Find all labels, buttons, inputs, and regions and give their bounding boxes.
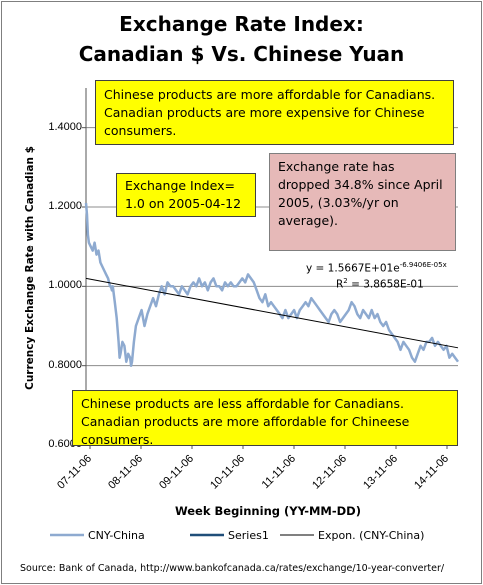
r2-value: = 3.8658E-01 [347, 278, 424, 291]
x-axis-title: Week Beginning (YY-MM-DD) [175, 504, 361, 518]
y-axis-title-group: Currency Exchange Rate with Canadian $ [24, 146, 36, 390]
trendline-r-squared: R2 = 3.8658E-01 [336, 274, 476, 292]
series-layer [84, 202, 460, 367]
x-tick-label: 09-11-06 [157, 453, 196, 492]
equation-base: y = 1.5667E+01e [306, 262, 400, 275]
equation-exponent: -6.9406E-05x [399, 261, 447, 269]
annotation-index: Exchange Index= 1.0 on 2005-04-12 [116, 173, 256, 217]
y-tick-label: 1.0000 [48, 279, 82, 292]
chart-title-line2: Canadian $ Vs. Chinese Yuan [78, 42, 405, 66]
x-tick-label: 08-11-06 [106, 453, 145, 492]
x-tick-label: 10-11-06 [208, 453, 247, 492]
trendline-equation: y = 1.5667E+01e-6.9406E-05x [306, 258, 483, 276]
r2-superscript: 2 [343, 277, 348, 285]
legend-cny-china-label: CNY-China [88, 529, 145, 542]
source-note: Source: Bank of Canada, http://www.banko… [20, 563, 445, 574]
x-tick-label: 12-11-06 [310, 453, 349, 492]
legend: CNY-China Series1 Expon. (CNY-China) [50, 529, 424, 542]
x-tick-label: 13-11-06 [361, 453, 400, 492]
y-axis-title: Currency Exchange Rate with Canadian $ [24, 146, 36, 390]
annotation-drop: Exchange rate has dropped 34.8% since Ap… [269, 153, 456, 251]
y-tick-label: 1.2000 [48, 200, 82, 212]
x-tick-label: 07-11-06 [55, 453, 94, 492]
annotation-top-yellow: Chinese products are more affordable for… [95, 80, 454, 145]
trendline-expon [85, 277, 459, 349]
r2-prefix: R [336, 278, 344, 291]
legend-expon-label: Expon. (CNY-China) [318, 529, 424, 542]
annotation-bottom-yellow: Chinese products are less affordable for… [72, 390, 458, 447]
series-cny-china-line [84, 202, 460, 367]
legend-series1-label: Series1 [228, 529, 269, 542]
x-tick-label: 11-11-06 [260, 453, 298, 491]
chart-title-line1: Exchange Rate Index: [119, 12, 364, 36]
x-tick-label: 14-11-06 [412, 453, 451, 492]
x-tick-labels: 07-11-06 08-11-06 09-11-06 10-11-06 11-11-06… [55, 453, 451, 518]
y-tick-label: 1.4000 [48, 120, 82, 133]
y-tick-label: 0.8000 [48, 358, 82, 371]
